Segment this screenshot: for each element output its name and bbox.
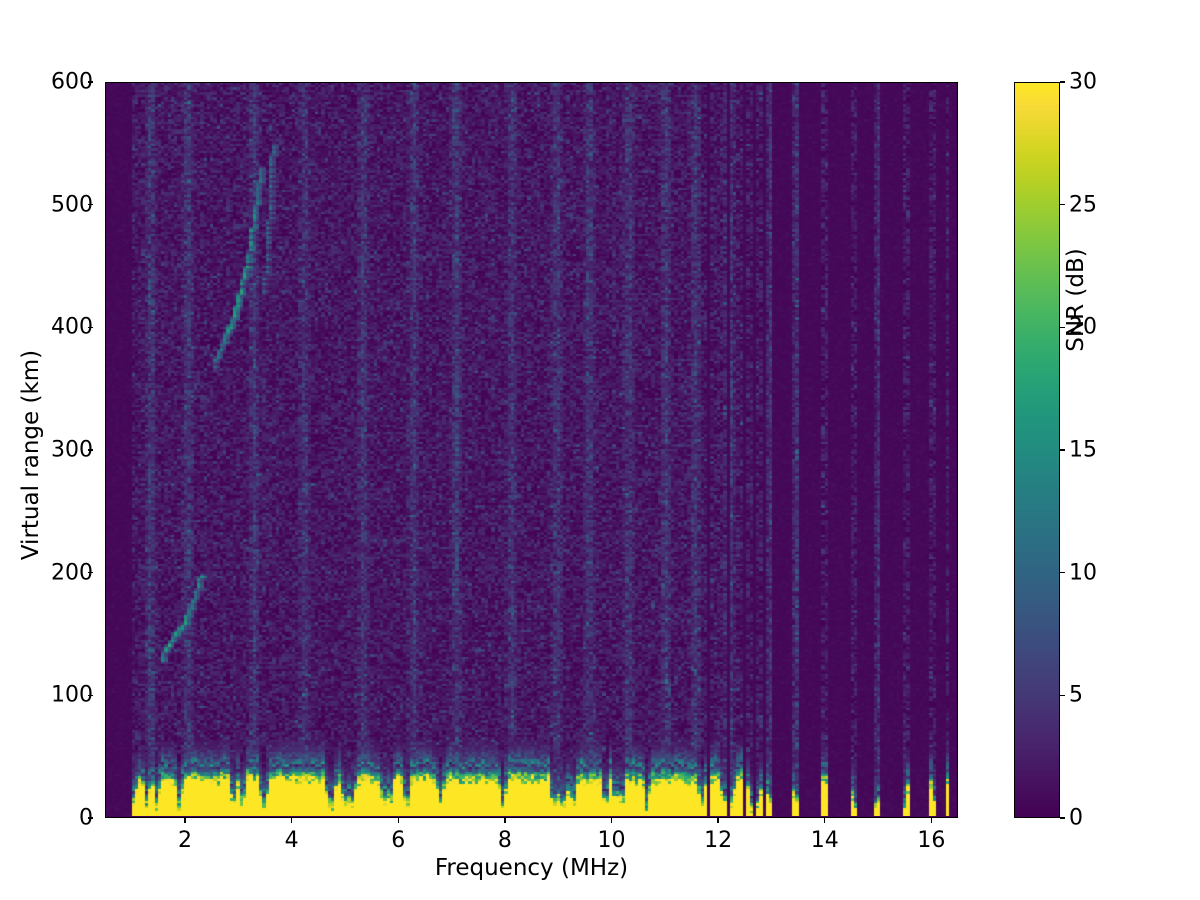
colorbar: 0 5 10 15 20 25 30 <box>1014 70 1097 831</box>
x-tick-label: 4 <box>284 828 299 853</box>
x-tick-mark <box>824 818 826 823</box>
x-tick-label: 2 <box>177 828 192 853</box>
y-tick-label: 600 <box>51 69 93 95</box>
y-tick-mark <box>88 817 93 819</box>
colorbar-tick-mark <box>1060 449 1065 451</box>
x-axis-tick-marks <box>105 818 958 826</box>
x-tick-mark <box>290 818 293 823</box>
y-tick-label: 300 <box>51 437 93 463</box>
y-tick-label: 400 <box>51 314 93 340</box>
x-axis-ticks: 2 4 6 8 10 12 14 16 <box>105 820 958 860</box>
colorbar-tick-mark <box>1060 203 1065 206</box>
y-axis-ticks: 0 100 200 300 400 500 600 <box>0 70 93 831</box>
ionogram-heatmap <box>106 83 956 816</box>
y-axis-label: Virtual range (km) <box>18 349 44 561</box>
colorbar-tick-label: 10 <box>1069 560 1097 586</box>
x-tick-label: 10 <box>597 828 626 853</box>
y-tick-label: 0 <box>79 805 93 831</box>
colorbar-tick-mark <box>1060 81 1065 83</box>
colorbar-tick-mark <box>1060 694 1065 697</box>
x-tick-mark <box>397 818 399 823</box>
y-tick-mark <box>88 449 93 451</box>
x-tick-mark <box>504 818 506 823</box>
y-tick-mark <box>88 694 93 697</box>
y-tick-mark <box>88 81 93 83</box>
colorbar-tick-label: 15 <box>1069 437 1097 463</box>
x-tick-label: 12 <box>704 828 733 853</box>
y-tick-mark <box>88 571 93 574</box>
x-tick-label: 14 <box>810 828 839 853</box>
x-tick-label: 16 <box>917 828 946 853</box>
x-tick-label: 6 <box>391 828 406 853</box>
colorbar-tick-label: 30 <box>1069 69 1097 95</box>
x-tick-mark <box>717 818 719 823</box>
colorbar-tick-mark <box>1060 571 1065 574</box>
colorbar-tick-mark <box>1060 326 1065 329</box>
colorbar-tick-mark <box>1060 817 1065 819</box>
x-tick-mark <box>610 818 613 823</box>
y-tick-label: 100 <box>51 682 93 708</box>
colorbar-tick-label: 5 <box>1069 682 1083 708</box>
y-tick-label: 500 <box>51 192 93 218</box>
x-axis-label: Frequency (MHz) <box>434 855 629 881</box>
colorbar-tick-label: 25 <box>1069 192 1097 218</box>
y-tick-mark <box>88 326 93 329</box>
x-tick-mark <box>184 818 186 823</box>
y-tick-mark <box>88 203 93 206</box>
colorbar-canvas <box>1015 83 1059 817</box>
x-tick-mark <box>930 818 933 823</box>
colorbar-tick-label: 0 <box>1069 805 1083 831</box>
y-tick-label: 200 <box>51 560 93 586</box>
ionogram-axes <box>105 82 958 818</box>
colorbar-label: SNR (dB) <box>1063 248 1089 352</box>
colorbar-tick-label: 20 <box>1069 314 1097 340</box>
colorbar-gradient <box>1014 82 1060 818</box>
x-tick-label: 8 <box>497 828 512 853</box>
